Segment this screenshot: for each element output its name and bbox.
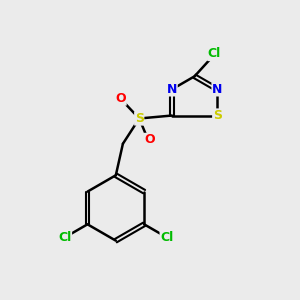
Text: S: S xyxy=(213,109,222,122)
Text: N: N xyxy=(212,83,222,96)
Text: Cl: Cl xyxy=(160,231,173,244)
Text: O: O xyxy=(116,92,126,105)
Text: O: O xyxy=(144,134,155,146)
Text: N: N xyxy=(167,83,177,96)
Text: S: S xyxy=(135,112,144,125)
Text: Cl: Cl xyxy=(208,47,221,61)
Text: Cl: Cl xyxy=(58,231,71,244)
